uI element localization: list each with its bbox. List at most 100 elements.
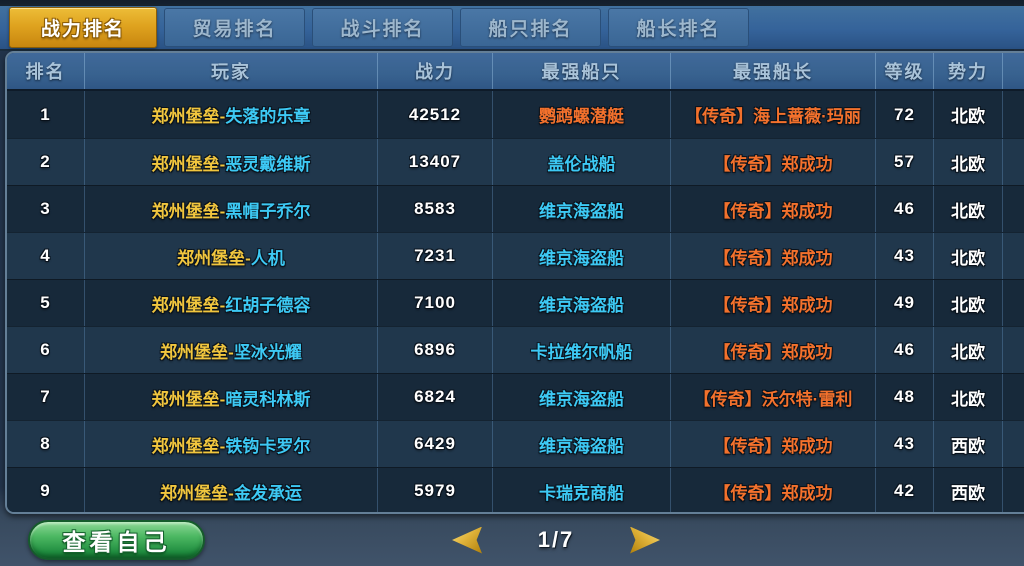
- footer-bar: 查看自己 1/7: [0, 512, 1024, 566]
- rank-cell: 6: [7, 327, 85, 373]
- player-name: 黑帽子乔尔: [225, 201, 311, 221]
- column-header-cropped: [1003, 53, 1024, 89]
- level-cell: 49: [876, 280, 934, 326]
- captain-cell: 【传奇】郑成功: [671, 421, 876, 467]
- next-page-icon[interactable]: [630, 526, 660, 554]
- table-row[interactable]: 1 郑州堡垒- 失落的乐章 42512 鹦鹉螺潜艇 【传奇】海上蔷薇·玛丽 72 北欧: [7, 91, 1024, 138]
- tab-trade-ranking[interactable]: 贸易排名: [164, 8, 305, 47]
- faction-cell: 北欧: [934, 139, 1003, 185]
- player-cell: 郑州堡垒- 金发承运: [85, 468, 378, 512]
- player-cell: 郑州堡垒- 人机: [85, 233, 378, 279]
- column-header: 势力: [934, 53, 1003, 89]
- cropped-cell: [1003, 91, 1024, 138]
- power-cell: 42512: [378, 91, 493, 138]
- tab-ship-ranking[interactable]: 船只排名: [460, 8, 601, 47]
- faction-cell: 北欧: [934, 91, 1003, 138]
- level-cell: 43: [876, 233, 934, 279]
- guild-prefix: 郑州堡垒-: [151, 295, 226, 315]
- level-cell: 72: [876, 91, 934, 138]
- level-cell: 46: [876, 186, 934, 232]
- captain-cell: 【传奇】郑成功: [671, 468, 876, 512]
- faction-cell: 北欧: [934, 374, 1003, 420]
- table-row[interactable]: 9 郑州堡垒- 金发承运 5979 卡瑞克商船 【传奇】郑成功 42 西欧: [7, 467, 1024, 512]
- captain-cell: 【传奇】郑成功: [671, 233, 876, 279]
- rank-cell: 5: [7, 280, 85, 326]
- power-cell: 8583: [378, 186, 493, 232]
- power-cell: 7100: [378, 280, 493, 326]
- ship-cell: 维京海盗船: [493, 374, 671, 420]
- level-cell: 46: [876, 327, 934, 373]
- rank-cell: 4: [7, 233, 85, 279]
- prev-page-icon[interactable]: [452, 526, 482, 554]
- table-row[interactable]: 7 郑州堡垒- 暗灵科林斯 6824 维京海盗船 【传奇】沃尔特·雷利 48 北欧: [7, 373, 1024, 420]
- page-indicator: 1/7: [537, 527, 575, 552]
- level-cell: 48: [876, 374, 934, 420]
- guild-prefix: 郑州堡垒-: [151, 201, 226, 221]
- cropped-cell: [1003, 327, 1024, 373]
- column-header: 最强船只: [493, 53, 671, 89]
- cropped-cell: [1003, 374, 1024, 420]
- table-row[interactable]: 4 郑州堡垒- 人机 7231 维京海盗船 【传奇】郑成功 43 北欧: [7, 232, 1024, 279]
- column-header: 最强船长: [671, 53, 876, 89]
- ship-cell: 维京海盗船: [493, 421, 671, 467]
- table-body: 1 郑州堡垒- 失落的乐章 42512 鹦鹉螺潜艇 【传奇】海上蔷薇·玛丽 72 北欧 2 郑州堡…: [7, 91, 1024, 512]
- tab-battle-ranking[interactable]: 战斗排名: [312, 8, 453, 47]
- power-cell: 13407: [378, 139, 493, 185]
- captain-cell: 【传奇】海上蔷薇·玛丽: [671, 91, 876, 138]
- player-name: 坚冰光耀: [233, 342, 302, 362]
- player-cell: 郑州堡垒- 暗灵科林斯: [85, 374, 378, 420]
- level-cell: 42: [876, 468, 934, 512]
- captain-cell: 【传奇】郑成功: [671, 327, 876, 373]
- tab-power-ranking[interactable]: 战力排名: [9, 7, 157, 48]
- faction-cell: 北欧: [934, 280, 1003, 326]
- faction-cell: 北欧: [934, 233, 1003, 279]
- guild-prefix: 郑州堡垒-: [151, 107, 226, 126]
- table-row[interactable]: 8 郑州堡垒- 铁钩卡罗尔 6429 维京海盗船 【传奇】郑成功 43 西欧: [7, 420, 1024, 467]
- player-name: 失落的乐章: [225, 107, 311, 126]
- player-cell: 郑州堡垒- 恶灵戴维斯: [85, 139, 378, 185]
- captain-cell: 【传奇】郑成功: [671, 139, 876, 185]
- player-cell: 郑州堡垒- 红胡子德容: [85, 280, 378, 326]
- rank-cell: 2: [7, 139, 85, 185]
- player-cell: 郑州堡垒- 黑帽子乔尔: [85, 186, 378, 232]
- level-cell: 43: [876, 421, 934, 467]
- table-row[interactable]: 5 郑州堡垒- 红胡子德容 7100 维京海盗船 【传奇】郑成功 49 北欧: [7, 279, 1024, 326]
- cropped-cell: [1003, 421, 1024, 467]
- ship-cell: 维京海盗船: [493, 233, 671, 279]
- player-name: 人机: [250, 248, 285, 268]
- player-name: 铁钩卡罗尔: [225, 436, 311, 456]
- power-cell: 6896: [378, 327, 493, 373]
- guild-prefix: 郑州堡垒-: [160, 483, 234, 503]
- rank-cell: 7: [7, 374, 85, 420]
- power-cell: 6824: [378, 374, 493, 420]
- captain-cell: 【传奇】沃尔特·雷利: [671, 374, 876, 420]
- guild-prefix: 郑州堡垒-: [151, 436, 226, 456]
- cropped-cell: [1003, 468, 1024, 512]
- cropped-cell: [1003, 186, 1024, 232]
- ship-cell: 卡拉维尔帆船: [493, 327, 671, 373]
- power-cell: 6429: [378, 421, 493, 467]
- cropped-cell: [1003, 233, 1024, 279]
- player-name: 金发承运: [233, 483, 302, 503]
- faction-cell: 北欧: [934, 186, 1003, 232]
- tab-captain-ranking[interactable]: 船长排名: [608, 8, 749, 47]
- cropped-cell: [1003, 280, 1024, 326]
- pagination: 1/7: [452, 524, 660, 556]
- view-self-button[interactable]: 查看自己: [28, 520, 205, 560]
- player-name: 红胡子德容: [225, 295, 311, 315]
- guild-prefix: 郑州堡垒-: [160, 342, 234, 362]
- rank-cell: 1: [7, 91, 85, 138]
- ship-cell: 维京海盗船: [493, 280, 671, 326]
- captain-cell: 【传奇】郑成功: [671, 186, 876, 232]
- ship-cell: 鹦鹉螺潜艇: [493, 91, 671, 138]
- guild-prefix: 郑州堡垒-: [151, 389, 226, 409]
- table-row[interactable]: 3 郑州堡垒- 黑帽子乔尔 8583 维京海盗船 【传奇】郑成功 46 北欧: [7, 185, 1024, 232]
- player-cell: 郑州堡垒- 失落的乐章: [85, 91, 378, 138]
- table-row[interactable]: 6 郑州堡垒- 坚冰光耀 6896 卡拉维尔帆船 【传奇】郑成功 46 北欧: [7, 326, 1024, 373]
- player-name: 暗灵科林斯: [225, 389, 311, 409]
- table-row[interactable]: 2 郑州堡垒- 恶灵戴维斯 13407 盖伦战船 【传奇】郑成功 57 北欧: [7, 138, 1024, 185]
- ship-cell: 维京海盗船: [493, 186, 671, 232]
- player-cell: 郑州堡垒- 铁钩卡罗尔: [85, 421, 378, 467]
- faction-cell: 西欧: [934, 468, 1003, 512]
- ship-cell: 卡瑞克商船: [493, 468, 671, 512]
